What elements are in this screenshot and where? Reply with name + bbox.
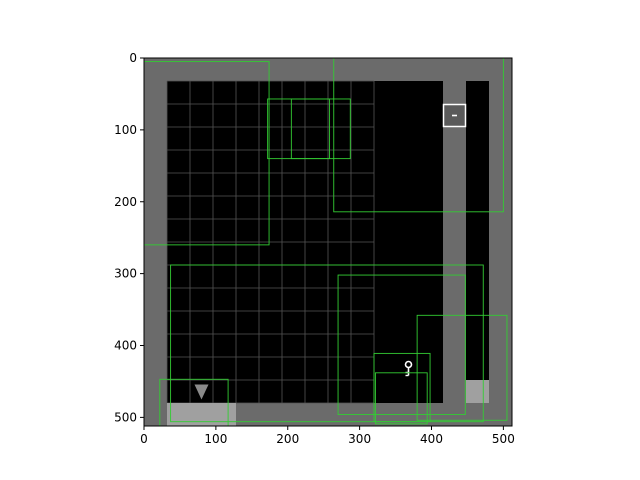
plot-area xyxy=(143,57,513,427)
x-tick-label: 100 xyxy=(204,432,227,446)
detection-box xyxy=(373,352,431,423)
detection-box xyxy=(290,98,330,160)
y-tick-label: 400 xyxy=(114,339,137,353)
door-cell xyxy=(466,380,489,403)
y-tick-label: 200 xyxy=(114,195,137,209)
detection-box xyxy=(170,264,484,423)
detection-box xyxy=(374,372,428,425)
y-tick-label: 500 xyxy=(114,410,137,424)
plot-frame xyxy=(143,57,513,427)
floor-region xyxy=(466,81,489,380)
x-tick-label: 0 xyxy=(140,432,148,446)
agent-triangle xyxy=(194,384,209,400)
x-tick-label: 200 xyxy=(276,432,299,446)
x-tick-label: 300 xyxy=(348,432,371,446)
door-cell xyxy=(167,403,236,426)
locked-door-icon xyxy=(442,103,467,128)
detection-box xyxy=(337,274,466,415)
detection-box xyxy=(416,314,508,421)
x-axis: 0 100 200 300 400 500 xyxy=(140,426,515,446)
agent-triangle-icon xyxy=(194,384,209,400)
y-tick-label: 100 xyxy=(114,123,137,137)
x-tick-label: 500 xyxy=(492,432,515,446)
x-tick-label: 400 xyxy=(420,432,443,446)
y-tick-label: 0 xyxy=(129,51,137,65)
y-axis: 0 100 200 300 400 500 xyxy=(114,51,144,424)
y-tick-label: 300 xyxy=(114,267,137,281)
